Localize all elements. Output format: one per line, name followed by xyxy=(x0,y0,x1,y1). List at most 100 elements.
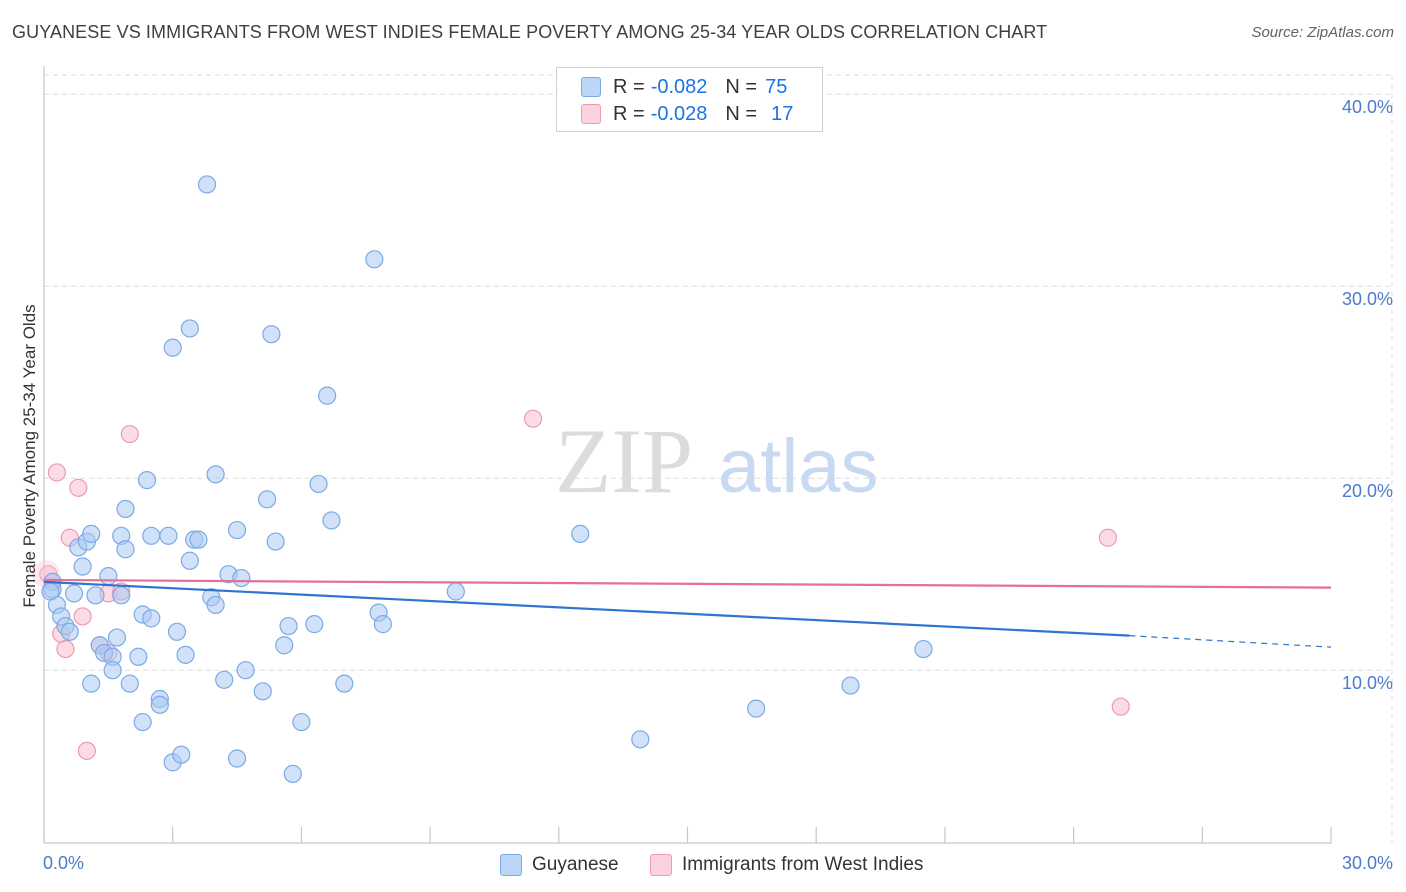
legend-n-value: 75 xyxy=(765,75,788,98)
guyanese-point xyxy=(305,615,324,634)
west-indies-point xyxy=(47,463,66,482)
guyanese-point xyxy=(60,622,79,641)
west-indies-point xyxy=(73,607,92,626)
guyanese-point xyxy=(232,568,251,588)
legend-r-value: -0.028 xyxy=(650,102,708,125)
chart-title: GUYANESE VS IMMIGRANTS FROM WEST INDIES … xyxy=(12,22,1048,42)
guyanese-point xyxy=(112,586,131,605)
guyanese-point xyxy=(99,567,118,586)
guyanese-point xyxy=(227,520,247,540)
legend-swatch-pink xyxy=(581,104,601,124)
y-tick-label: 10.0% xyxy=(1342,673,1393,693)
y-tick-label: 30.0% xyxy=(1342,289,1393,309)
guyanese-point xyxy=(142,526,161,545)
guyanese-point xyxy=(86,586,105,605)
guyanese-point xyxy=(167,622,187,641)
guyanese-point xyxy=(309,474,328,494)
guyanese-point xyxy=(82,524,101,543)
guyanese-point xyxy=(159,526,178,545)
guyanese-point xyxy=(322,511,341,530)
legend-swatch-blue xyxy=(581,77,601,97)
guyanese-point xyxy=(163,338,182,357)
guyanese-point xyxy=(215,670,234,689)
guyanese-point xyxy=(180,551,199,570)
guyanese-point xyxy=(107,628,127,647)
guyanese-point xyxy=(747,699,766,718)
watermark: ZIP atlas xyxy=(555,410,879,512)
bottom-legend-guyanese: Guyanese xyxy=(500,852,619,878)
west-indies-point xyxy=(56,639,75,659)
west-indies-point xyxy=(1111,697,1130,716)
guyanese-point xyxy=(137,471,157,490)
watermark-zip: ZIP xyxy=(555,410,693,512)
guyanese-point xyxy=(180,319,199,338)
west-indies-point xyxy=(523,409,543,428)
axes xyxy=(43,66,1332,844)
guyanese-point xyxy=(189,530,208,549)
guyanese-point xyxy=(292,712,311,732)
guyanese-point xyxy=(373,615,393,634)
x-tick-label: 30.0% xyxy=(1342,853,1393,873)
x-tick-label: 0.0% xyxy=(43,853,84,873)
guyanese-point xyxy=(197,175,217,194)
guyanese-point xyxy=(236,661,255,680)
guyanese-point xyxy=(283,764,302,783)
guyanese-point xyxy=(172,745,191,764)
guyanese-point xyxy=(631,730,650,749)
legend-r-label: R = xyxy=(613,75,645,98)
west-indies-point xyxy=(1098,528,1118,547)
y-axis-label: Female Poverty Among 25-34 Year Olds xyxy=(20,304,39,607)
bottom-legend-swatch-pink xyxy=(650,854,672,876)
guyanese-point xyxy=(176,645,195,664)
legend-n-label: N = xyxy=(725,102,758,125)
bottom-legend-label: Immigrants from West Indies xyxy=(682,854,924,875)
guyanese-point xyxy=(841,676,860,695)
grid-lines xyxy=(44,74,1393,843)
guyanese-point xyxy=(266,532,285,551)
guyanese-point xyxy=(64,584,84,603)
series-guyanese-points xyxy=(41,175,933,783)
guyanese-trend-line xyxy=(43,580,1130,637)
guyanese-point xyxy=(41,582,60,601)
watermark-atlas: atlas xyxy=(718,424,879,509)
guyanese-point xyxy=(206,465,225,484)
guyanese-point xyxy=(365,250,384,269)
bottom-legend-west-indies: Immigrants from West Indies xyxy=(650,852,923,878)
guyanese-point xyxy=(116,499,135,519)
guyanese-point xyxy=(129,647,148,666)
west-indies-point xyxy=(77,741,97,760)
guyanese-point xyxy=(262,325,281,344)
guyanese-point xyxy=(227,749,247,768)
guyanese-point xyxy=(206,595,225,615)
legend-row-west-indies: R = -0.028 N = 17 xyxy=(581,102,793,126)
guyanese-point xyxy=(82,674,101,693)
guyanese-point xyxy=(116,540,135,559)
legend-row-guyanese: R = -0.082 N = 75 xyxy=(581,75,787,99)
y-tick-label: 20.0% xyxy=(1342,481,1393,501)
west-indies-point xyxy=(69,478,88,497)
west-indies-trend-line xyxy=(43,578,1332,589)
guyanese-point xyxy=(275,636,294,655)
legend-n-label: N = xyxy=(725,75,758,98)
west-indies-point xyxy=(120,424,139,444)
guyanese-point xyxy=(257,490,277,509)
guyanese-point xyxy=(142,609,161,628)
guyanese-point xyxy=(150,695,169,714)
tick-labels: 10.0% 20.0% 30.0% 40.0% 0.0% 30.0% xyxy=(43,97,1393,873)
guyanese-point xyxy=(279,616,298,636)
bottom-legend-label: Guyanese xyxy=(532,854,619,875)
legend-n-value: 17 xyxy=(771,102,794,125)
guyanese-point xyxy=(133,712,152,732)
guyanese-point xyxy=(120,674,139,693)
bottom-legend-swatch-blue xyxy=(500,854,522,876)
guyanese-point xyxy=(318,386,337,405)
guyanese-point xyxy=(253,682,272,701)
guyanese-point xyxy=(73,557,92,576)
legend-r-label: R = xyxy=(613,102,645,125)
guyanese-trend-extension xyxy=(1129,635,1332,648)
guyanese-point xyxy=(335,674,354,693)
guyanese-point xyxy=(446,582,465,601)
stats-legend: R = -0.082 N = 75 R = -0.028 N = 17 xyxy=(556,67,823,132)
y-tick-label: 40.0% xyxy=(1342,97,1393,117)
